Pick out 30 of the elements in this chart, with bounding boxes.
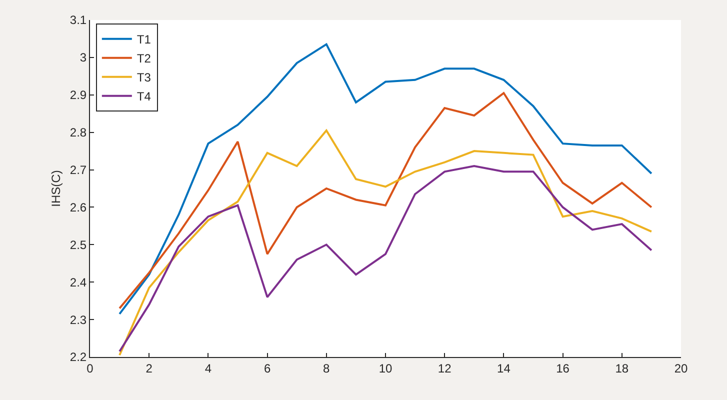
y-tick-label: 2.9 (70, 88, 87, 102)
x-tick-label: 6 (264, 361, 271, 376)
y-tick-label: 2.2 (70, 350, 87, 364)
x-tick-label: 8 (323, 361, 330, 376)
line-series (118, 43, 652, 315)
y-tick-label: 2.6 (70, 200, 87, 214)
y-tick-label: 2.8 (70, 126, 87, 140)
legend-label: T3 (136, 70, 152, 85)
y-tick-label: 3.1 (70, 13, 87, 28)
y-tick-label: 2.7 (70, 162, 87, 177)
legend-label: T1 (136, 32, 152, 47)
legend-label: T4 (136, 90, 152, 104)
y-tick-label: 3 (80, 50, 87, 65)
line-series (118, 165, 652, 352)
y-tick-label: 2.3 (70, 312, 87, 327)
y-tick-label: 2.4 (70, 275, 87, 290)
x-tick-label: 2 (146, 361, 153, 376)
x-tick-label: 0 (86, 361, 94, 376)
x-tick-label: 10 (378, 361, 392, 376)
x-tick-label: 18 (615, 361, 629, 376)
y-axis-title: IHS(C) (49, 170, 64, 207)
y-tick-label: 2.5 (70, 238, 87, 252)
x-tick-label: 20 (674, 361, 688, 376)
line-series (118, 92, 652, 310)
line-series (118, 129, 652, 356)
x-tick-label: 12 (438, 361, 452, 376)
legend-label: T2 (136, 52, 152, 66)
x-tick-label: 16 (556, 361, 570, 376)
x-tick-label: 14 (497, 361, 511, 376)
x-tick-label: 4 (204, 361, 212, 376)
